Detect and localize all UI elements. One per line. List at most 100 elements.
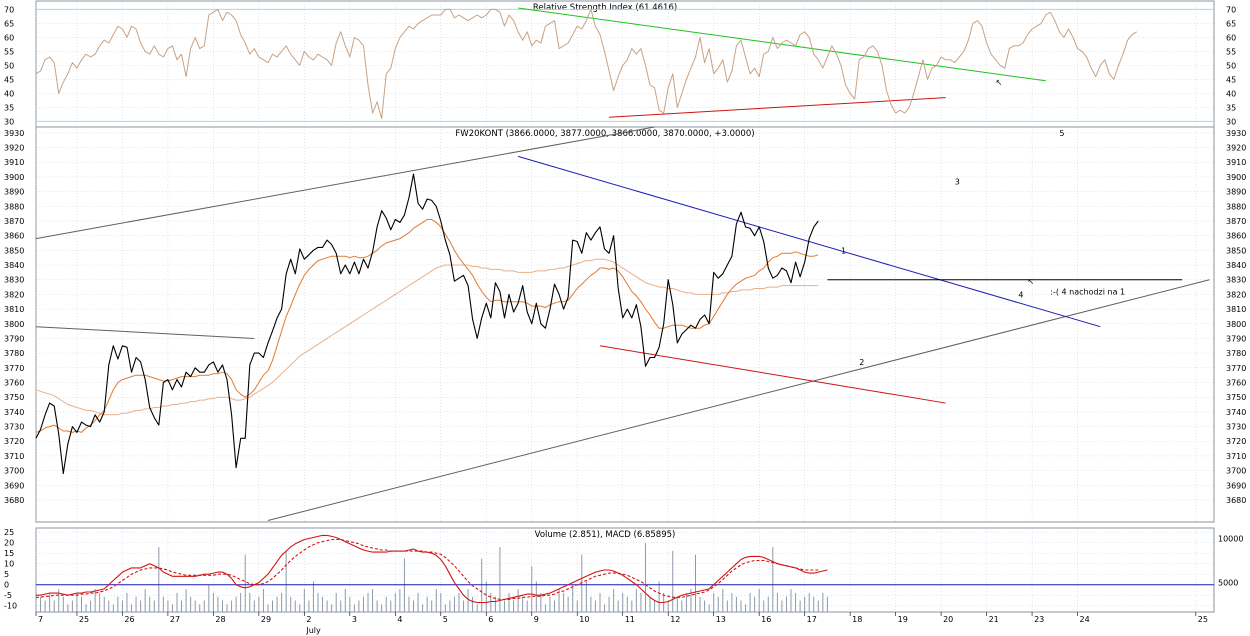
macd-ytick-left: 15	[4, 549, 14, 558]
rsi-ytick-left: 60	[4, 33, 14, 42]
price-ytick-left: 3920	[4, 144, 24, 153]
macd-ytick-left: 25	[4, 528, 14, 537]
moving-average-line	[35, 258, 819, 416]
volume-ytick: 5000	[1218, 579, 1238, 588]
x-tick-label: 2	[306, 615, 311, 624]
rsi-annotation: ↖	[996, 78, 1003, 87]
x-tick-label: 23	[1034, 615, 1044, 624]
macd-signal-line	[36, 538, 819, 600]
macd-ytick-left: -5	[4, 591, 12, 600]
x-tick-label: 4	[397, 615, 402, 624]
macd-ytick-left: 0	[4, 581, 9, 590]
price-ytick-right: 3920	[1226, 144, 1246, 153]
price-ytick-left: 3890	[4, 188, 24, 197]
price-ytick-left: 3810	[4, 305, 24, 314]
rsi-ytick-right: 55	[1226, 47, 1236, 56]
price-ytick-left: 3680	[4, 496, 24, 505]
price-ytick-right: 3680	[1226, 496, 1246, 505]
rsi-panel: 70 70 65 65 60 60 55 55 50 50 45 45 40 40 35 35 30 30 Rela…	[4, 0, 1236, 128]
price-annotation: :-( 4 nachodzi na 1	[1050, 287, 1125, 296]
macd-ytick-left: 5	[4, 570, 9, 579]
x-tick-label: 28	[215, 615, 225, 624]
price-ytick-right: 3870	[1226, 217, 1246, 226]
rsi-ytick-left: 50	[4, 61, 14, 70]
price-ytick-right: 3850	[1226, 246, 1246, 255]
price-ytick-left: 3750	[4, 393, 24, 402]
rsi-ytick-left: 30	[4, 117, 14, 126]
price-ytick-left: 3740	[4, 408, 24, 417]
macd-frame	[35, 527, 1215, 613]
price-line	[35, 173, 819, 475]
price-ytick-right: 3700	[1226, 467, 1246, 476]
x-tick-label: 6	[488, 615, 493, 624]
wave-label: 3	[955, 177, 960, 186]
wave-label: 1	[841, 246, 846, 255]
wave-label: 2	[859, 358, 864, 367]
price-ytick-right: 3720	[1226, 437, 1246, 446]
price-ytick-right: 3750	[1226, 393, 1246, 402]
price-ytick-left: 3790	[4, 334, 24, 343]
x-tick-label: 5	[443, 615, 448, 624]
rsi-ytick-right: 45	[1226, 75, 1236, 84]
price-ytick-right: 3830	[1226, 276, 1246, 285]
price-ytick-left: 3690	[4, 481, 24, 490]
macd-line	[36, 534, 828, 604]
rsi-trendline	[518, 7, 1046, 82]
price-ytick-left: 3780	[4, 349, 24, 358]
price-ytick-right: 3730	[1226, 423, 1246, 432]
price-ytick-right: 3880	[1226, 202, 1246, 211]
x-tick-label: 19	[898, 615, 908, 624]
price-trendline	[599, 345, 946, 404]
x-tick-label: 25	[79, 615, 89, 624]
price-frame	[35, 126, 1215, 523]
wave-label: 5	[1059, 129, 1064, 138]
macd-ytick-left: 10	[4, 560, 14, 569]
price-ytick-left: 3710	[4, 452, 24, 461]
price-trendline	[517, 155, 1101, 328]
price-ytick-left: 3840	[4, 261, 24, 270]
x-tick-label: 17	[807, 615, 817, 624]
x-tick-label: 12	[670, 615, 680, 624]
moving-average-line	[35, 219, 819, 433]
rsi-ytick-left: 70	[4, 5, 14, 14]
price-ytick-right: 3810	[1226, 305, 1246, 314]
price-ytick-right: 3740	[1226, 408, 1246, 417]
price-ytick-right: 3860	[1226, 232, 1246, 241]
rsi-ytick-right: 65	[1226, 19, 1236, 28]
x-tick-label: 21	[989, 615, 999, 624]
rsi-ytick-left: 45	[4, 75, 14, 84]
price-ytick-right: 3690	[1226, 481, 1246, 490]
price-trendline	[35, 326, 255, 339]
x-tick-label: 9	[534, 615, 539, 624]
rsi-ytick-right: 50	[1226, 61, 1236, 70]
price-ytick-left: 3880	[4, 202, 24, 211]
price-ytick-left: 3860	[4, 232, 24, 241]
price-ytick-right: 3780	[1226, 349, 1246, 358]
price-ytick-left: 3850	[4, 246, 24, 255]
x-tick-label: 26	[124, 615, 134, 624]
price-ytick-right: 3790	[1226, 334, 1246, 343]
x-tick-label: 27	[170, 615, 180, 624]
x-tick-label: 29	[261, 615, 271, 624]
price-ytick-left: 3930	[4, 129, 24, 138]
price-trendline	[267, 279, 1210, 522]
price-ytick-left: 3730	[4, 423, 24, 432]
x-tick-label: 20	[943, 615, 953, 624]
macd-ytick-left: -10	[4, 602, 17, 611]
price-ytick-left: 3900	[4, 173, 24, 182]
price-trendline	[35, 126, 655, 240]
volume-ytick: 10000	[1218, 535, 1243, 544]
rsi-series-line	[35, 8, 1137, 120]
price-panel: 3930 3930 3920 3920 3910 3910 3900 3900 3890 3890…	[4, 126, 1246, 523]
price-ytick-left: 3910	[4, 158, 24, 167]
x-tick-label: 13	[716, 615, 726, 624]
x-month-label: July	[305, 626, 321, 635]
price-ytick-left: 3720	[4, 437, 24, 446]
rsi-ytick-right: 30	[1226, 117, 1236, 126]
price-ytick-left: 3700	[4, 467, 24, 476]
rsi-ytick-left: 55	[4, 47, 14, 56]
x-tick-label: 3	[352, 615, 357, 624]
rsi-ytick-right: 70	[1226, 5, 1236, 14]
